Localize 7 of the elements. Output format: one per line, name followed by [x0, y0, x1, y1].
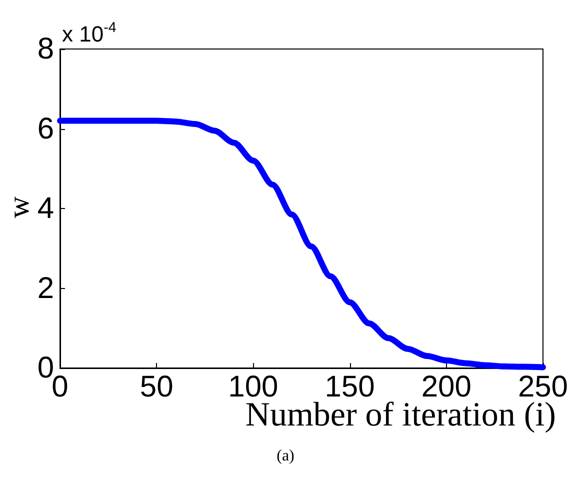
y-tick-label: 4	[37, 192, 54, 225]
text: (a)	[276, 448, 294, 464]
x-tick-label: 50	[140, 370, 174, 404]
y-axis-title: w	[2, 196, 36, 218]
y-tick-label: 6	[37, 112, 54, 146]
y-tick-label: 8	[37, 32, 54, 66]
y-tick-label: 2	[37, 272, 54, 305]
